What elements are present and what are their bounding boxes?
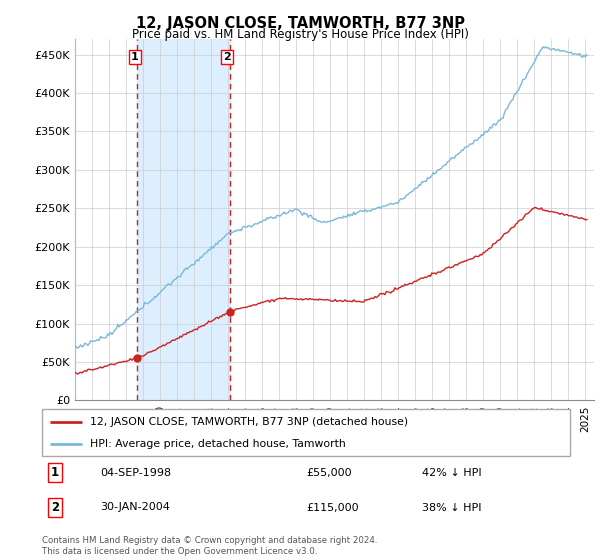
Text: Contains HM Land Registry data © Crown copyright and database right 2024.
This d: Contains HM Land Registry data © Crown c… [42,536,377,556]
Text: 12, JASON CLOSE, TAMWORTH, B77 3NP: 12, JASON CLOSE, TAMWORTH, B77 3NP [136,16,464,31]
Text: £115,000: £115,000 [306,502,359,512]
Text: Price paid vs. HM Land Registry's House Price Index (HPI): Price paid vs. HM Land Registry's House … [131,28,469,41]
Text: 04-SEP-1998: 04-SEP-1998 [100,468,171,478]
Text: 42% ↓ HPI: 42% ↓ HPI [422,468,482,478]
Text: 2: 2 [223,52,231,62]
Text: 1: 1 [51,466,59,479]
Text: £55,000: £55,000 [306,468,352,478]
Text: 30-JAN-2004: 30-JAN-2004 [100,502,170,512]
Text: 38% ↓ HPI: 38% ↓ HPI [422,502,482,512]
Text: 2: 2 [51,501,59,514]
Text: 12, JASON CLOSE, TAMWORTH, B77 3NP (detached house): 12, JASON CLOSE, TAMWORTH, B77 3NP (deta… [89,417,407,427]
FancyBboxPatch shape [42,409,570,456]
Text: 1: 1 [131,52,139,62]
Text: HPI: Average price, detached house, Tamworth: HPI: Average price, detached house, Tamw… [89,438,345,449]
Bar [137,39,230,400]
